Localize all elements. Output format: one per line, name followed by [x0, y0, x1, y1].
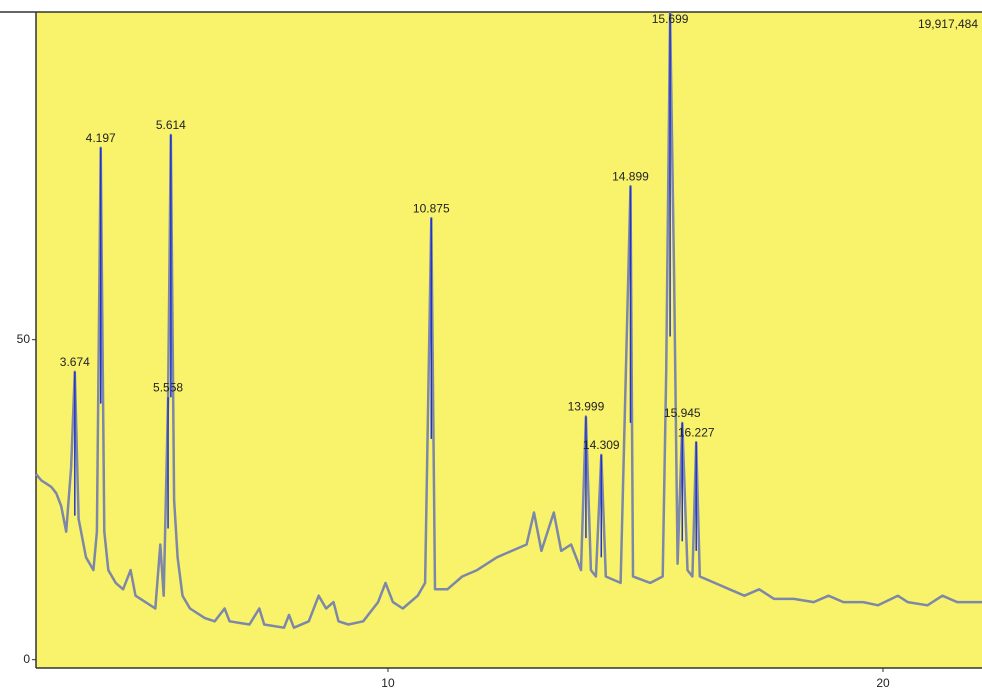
- peak-label: 14.899: [612, 169, 649, 183]
- trace: [35, 12, 982, 629]
- peak-label: 15.945: [664, 406, 701, 420]
- plot-area: [36, 12, 982, 668]
- peak-label: 14.309: [583, 438, 620, 452]
- peak-label: 5.614: [156, 118, 186, 132]
- peak-label: 4.197: [86, 131, 116, 145]
- peak-label: 16.227: [678, 425, 715, 439]
- y-tick-label: 0: [23, 652, 30, 666]
- peak-label: 13.999: [568, 400, 605, 414]
- peak-label: 15.699: [652, 12, 689, 26]
- x-tick-label: 10: [381, 676, 395, 690]
- x-tick-label: 20: [876, 676, 890, 690]
- corner-label: 19,917,484: [918, 17, 978, 31]
- peak-label: 5.558: [153, 380, 183, 394]
- peak-label: 10.875: [413, 201, 450, 215]
- peak-label: 3.674: [60, 355, 90, 369]
- y-tick-label: 50: [17, 332, 31, 346]
